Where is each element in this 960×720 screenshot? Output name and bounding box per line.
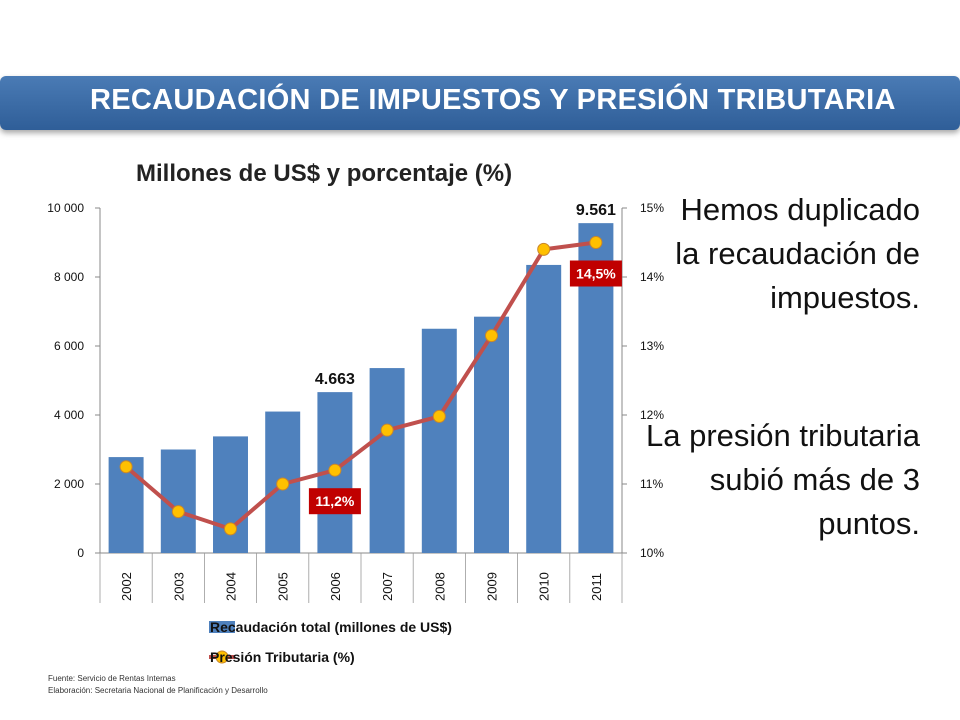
- bar-value-label: 4.663: [315, 371, 355, 388]
- line-point: [485, 329, 498, 343]
- left-tick-label: 8 000: [54, 270, 84, 284]
- line-value-label: 11,2%: [315, 493, 354, 509]
- left-tick-label: 0: [77, 546, 84, 560]
- legend-line-label: Presión Tributaria (%): [210, 649, 355, 665]
- x-tick-label: 2006: [328, 572, 343, 601]
- x-tick-label: 2005: [276, 572, 291, 601]
- x-tick-label: 2004: [224, 572, 239, 601]
- line-value-label: 14,5%: [576, 266, 616, 282]
- line-point: [276, 477, 290, 491]
- elaboration-note: Elaboración: Secretaria Nacional de Plan…: [48, 686, 268, 695]
- right-tick-label: 13%: [640, 339, 664, 353]
- left-tick-label: 4 000: [54, 408, 84, 422]
- left-tick-label: 6 000: [54, 339, 84, 353]
- right-tick-label: 12%: [640, 408, 664, 422]
- right-tick-label: 14%: [640, 270, 664, 284]
- line-point: [589, 236, 603, 249]
- x-tick-label: 2007: [380, 572, 395, 601]
- left-tick-label: 2 000: [54, 477, 84, 491]
- bar: [369, 368, 405, 553]
- line-point: [171, 505, 185, 519]
- line-point: [224, 522, 237, 536]
- legend-line-marker: [215, 650, 229, 664]
- message-duplicado: Hemos duplicado la recaudación de impues…: [675, 192, 920, 315]
- message-presion: La presión tributaria subió más de 3 pun…: [646, 418, 920, 541]
- line-value-badge: [308, 488, 361, 515]
- legend-bar-label: Recaudación total (millones de US$): [210, 619, 452, 635]
- bar: [213, 436, 248, 553]
- bar: [421, 328, 457, 553]
- line-point: [380, 423, 394, 437]
- line-point: [119, 460, 133, 474]
- line-point: [537, 242, 551, 256]
- x-tick-label: 2002: [119, 572, 134, 601]
- title-banner: RECAUDACIÓN DE IMPUESTOS Y PRESIÓN TRIBU…: [0, 76, 960, 130]
- source-note: Fuente: Servicio de Rentas Internas: [48, 674, 176, 683]
- chart-title: Millones de US$ y porcentaje (%): [136, 160, 513, 187]
- right-tick-label: 10%: [640, 546, 664, 560]
- page-title: RECAUDACIÓN DE IMPUESTOS Y PRESIÓN TRIBU…: [90, 84, 896, 116]
- line-point: [328, 463, 342, 477]
- x-tick-label: 2011: [589, 573, 604, 601]
- legend-bar-swatch: [209, 621, 235, 633]
- presion-line: [124, 240, 597, 531]
- x-tick-label: 2009: [485, 572, 500, 601]
- right-tick-label: 11%: [640, 477, 663, 491]
- bar-value-label: 9.561: [576, 202, 616, 219]
- bar: [526, 264, 562, 553]
- line-point: [432, 409, 446, 423]
- right-tick-label: 15%: [640, 201, 664, 215]
- x-tick-label: 2003: [171, 572, 186, 601]
- x-tick-label: 2008: [432, 572, 447, 601]
- left-tick-label: 10 000: [47, 201, 84, 215]
- line-value-badge: [569, 260, 622, 287]
- x-tick-label: 2010: [537, 572, 552, 601]
